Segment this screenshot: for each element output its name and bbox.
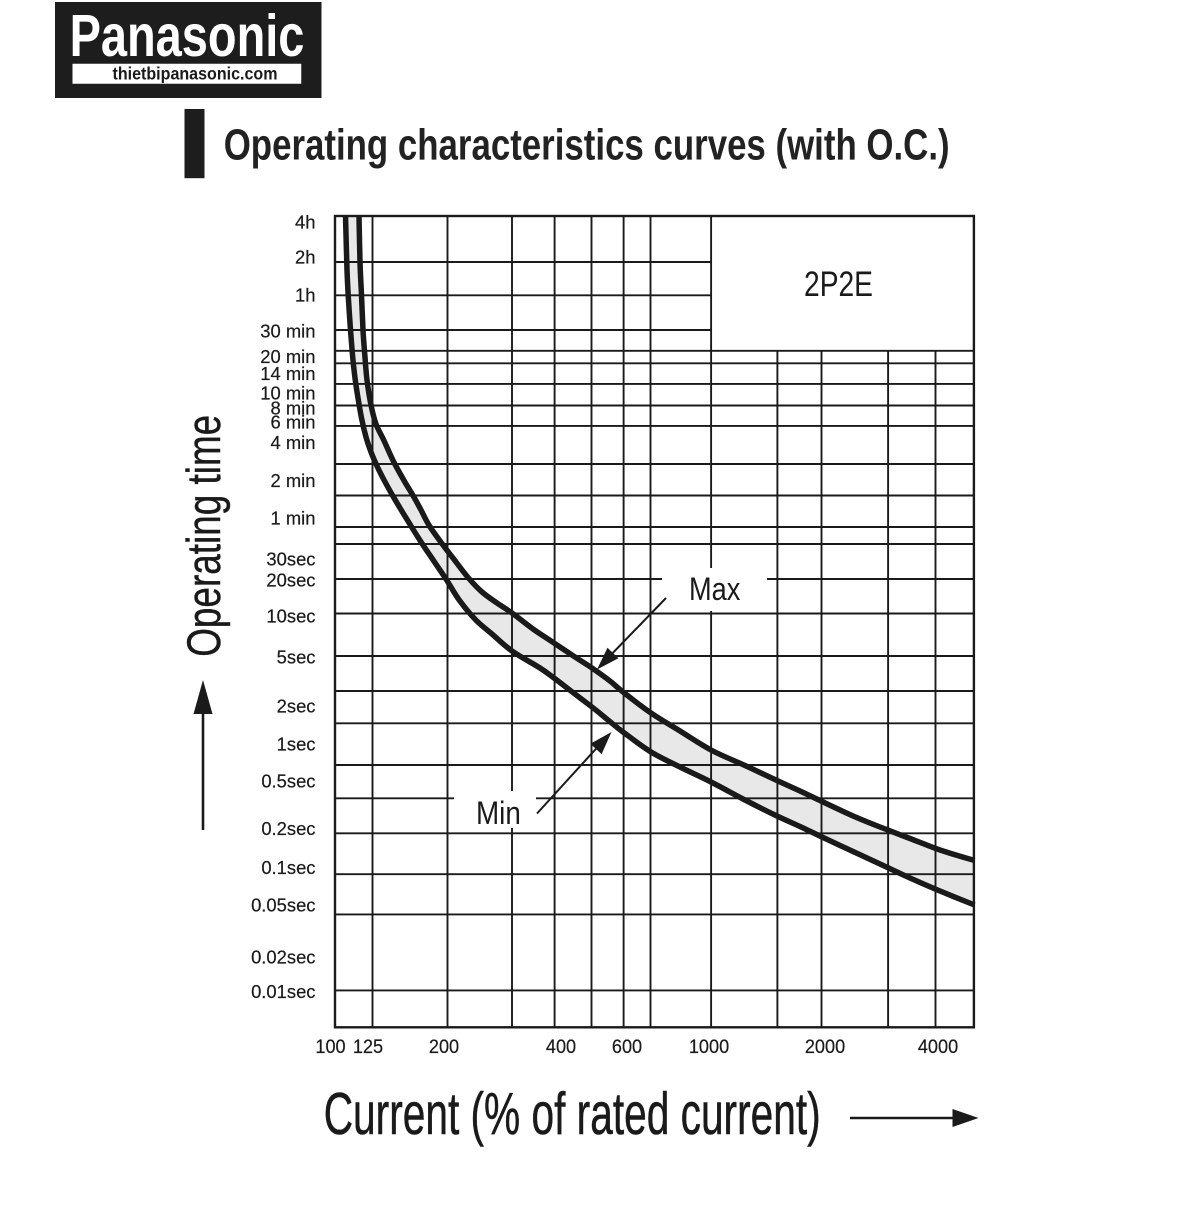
svg-text:200: 200: [429, 1035, 459, 1057]
svg-text:Operating characteristics curv: Operating characteristics curves (with O…: [224, 121, 950, 170]
svg-text:5sec: 5sec: [277, 646, 316, 667]
svg-text:2sec: 2sec: [277, 696, 316, 717]
svg-text:thietbipanasonic.com: thietbipanasonic.com: [112, 64, 277, 84]
svg-text:1000: 1000: [689, 1035, 729, 1057]
svg-text:1h: 1h: [295, 284, 315, 305]
svg-text:10 min: 10 min: [260, 382, 315, 403]
svg-text:Max: Max: [689, 572, 741, 608]
svg-text:2P2E: 2P2E: [804, 264, 873, 304]
svg-text:0.05sec: 0.05sec: [251, 894, 315, 915]
svg-text:30 min: 30 min: [260, 320, 315, 341]
svg-text:0.02sec: 0.02sec: [251, 947, 315, 968]
svg-text:125: 125: [353, 1035, 383, 1057]
svg-text:600: 600: [612, 1035, 642, 1057]
svg-text:400: 400: [546, 1035, 576, 1057]
svg-text:4h: 4h: [295, 211, 315, 232]
svg-text:Operating time: Operating time: [178, 415, 230, 657]
svg-text:2000: 2000: [805, 1035, 845, 1057]
svg-text:14 min: 14 min: [260, 363, 315, 384]
svg-text:10sec: 10sec: [266, 606, 315, 627]
svg-text:20sec: 20sec: [266, 569, 315, 590]
svg-text:Current (% of rated current): Current (% of rated current): [324, 1080, 821, 1146]
svg-text:8 min: 8 min: [271, 398, 316, 419]
svg-text:100: 100: [315, 1035, 345, 1057]
svg-text:0.5sec: 0.5sec: [261, 771, 315, 792]
svg-text:0.01sec: 0.01sec: [251, 981, 315, 1002]
svg-text:2 min: 2 min: [271, 470, 316, 491]
svg-text:1sec: 1sec: [277, 733, 316, 754]
svg-text:6 min: 6 min: [271, 412, 316, 433]
svg-text:4 min: 4 min: [271, 432, 316, 453]
svg-text:2h: 2h: [295, 246, 315, 267]
svg-text:0.1sec: 0.1sec: [261, 857, 315, 878]
svg-text:Panasonic: Panasonic: [70, 3, 305, 70]
svg-text:30sec: 30sec: [266, 548, 315, 569]
svg-text:0.2sec: 0.2sec: [261, 818, 315, 839]
svg-text:1 min: 1 min: [271, 508, 316, 529]
svg-text:4000: 4000: [918, 1035, 958, 1057]
svg-text:20 min: 20 min: [260, 346, 315, 367]
svg-text:Min: Min: [476, 796, 521, 831]
